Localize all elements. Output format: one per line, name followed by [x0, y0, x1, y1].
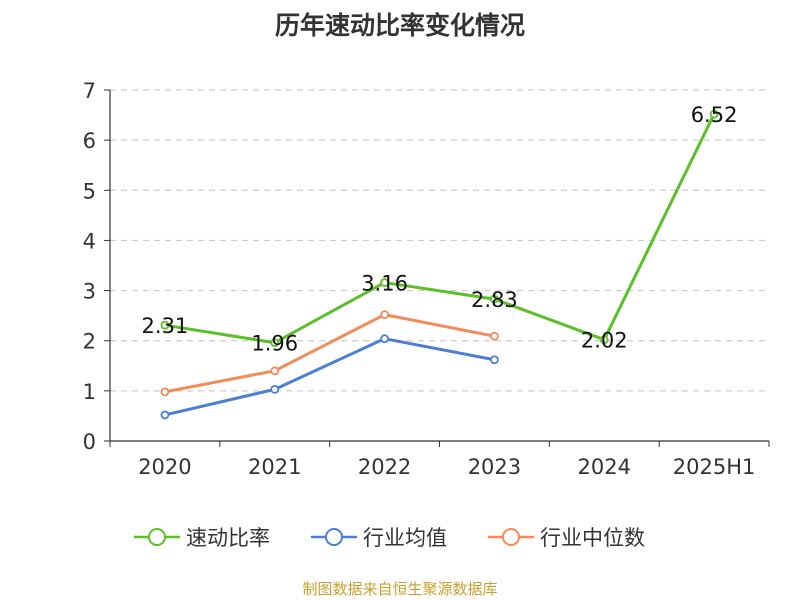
y-tick-label: 2 — [83, 330, 96, 354]
data-label: 2.83 — [471, 288, 518, 312]
legend-swatch-icon — [134, 528, 180, 546]
data-label: 1.96 — [251, 332, 298, 356]
chart-title: 历年速动比率变化情况 — [274, 11, 525, 40]
x-tick-label: 2023 — [468, 455, 521, 479]
data-label: 2.31 — [142, 314, 189, 338]
data-point — [490, 355, 499, 365]
y-tick-label: 4 — [83, 229, 96, 253]
data-point — [709, 109, 719, 119]
y-tick-label: 3 — [83, 280, 96, 304]
legend-label: 行业中位数 — [540, 526, 645, 550]
data-point — [380, 334, 389, 344]
y-tick-label: 6 — [83, 129, 96, 153]
data-point — [380, 278, 389, 287]
x-tick-label: 2024 — [578, 455, 631, 479]
legend: 速动比率 行业均值 行业中位数 — [0, 519, 800, 555]
y-tick-label: 7 — [83, 79, 96, 103]
series-lines — [160, 109, 719, 420]
series-line — [164, 313, 495, 394]
y-tick-label: 0 — [83, 430, 96, 454]
data-point — [490, 331, 499, 341]
data-label: 3.16 — [361, 272, 408, 296]
data-label: 2.02 — [581, 329, 628, 353]
grid-lines — [110, 89, 769, 392]
data-point — [270, 384, 280, 394]
x-tick-label: 2020 — [138, 455, 191, 479]
x-tick-label: 2021 — [248, 455, 301, 479]
data-point — [270, 338, 280, 348]
data-point — [160, 410, 170, 420]
legend-swatch-icon — [311, 528, 357, 546]
axes: 0 1 2 3 4 5 6 7 2020 2021 2022 2023 2024 2025H1 — [83, 79, 770, 479]
data-point — [160, 320, 170, 330]
series-line — [164, 113, 716, 345]
y-tick-label: 5 — [83, 179, 96, 203]
y-tick-label: 1 — [83, 380, 96, 404]
data-point — [490, 294, 499, 304]
x-tick-label: 2025H1 — [673, 455, 756, 479]
legend-item[interactable]: 速动比率 — [134, 519, 270, 555]
series-line — [164, 337, 495, 417]
legend-item[interactable]: 行业中位数 — [488, 519, 645, 555]
x-tick-label: 2022 — [358, 455, 411, 479]
data-labels: 2.31 1.96 3.16 2.83 2.02 6.52 — [142, 103, 738, 356]
legend-swatch-icon — [488, 528, 534, 546]
data-point — [270, 366, 280, 376]
data-label: 6.52 — [691, 103, 738, 127]
data-point — [599, 335, 609, 345]
data-point — [160, 387, 170, 397]
source-note: 制图数据来自恒生聚源数据库 — [302, 580, 498, 598]
legend-label: 行业均值 — [363, 526, 447, 550]
legend-item[interactable]: 行业均值 — [311, 519, 447, 555]
data-point — [380, 310, 389, 320]
legend-label: 速动比率 — [186, 526, 270, 550]
